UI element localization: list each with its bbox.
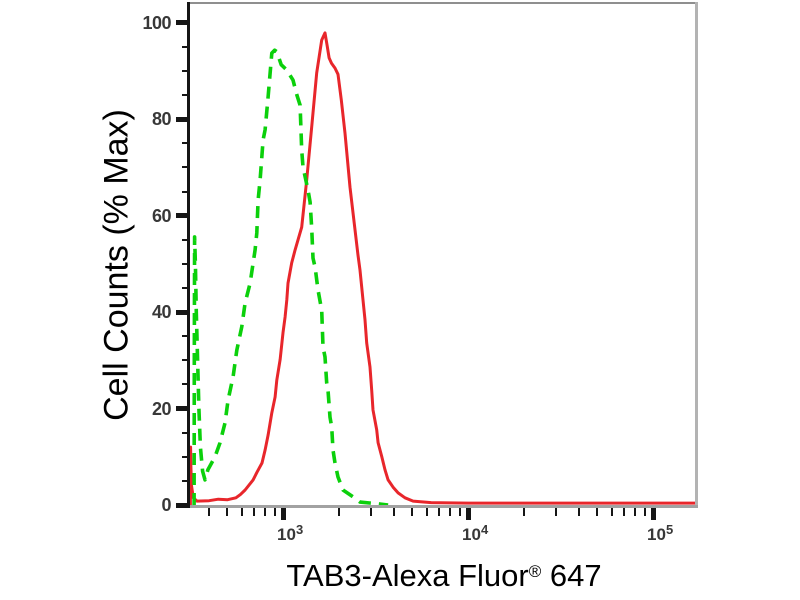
x-axis-title-suffix: 647 — [541, 558, 602, 593]
x-tick-label: 104 — [462, 522, 488, 545]
y-tick-label: 60 — [151, 205, 172, 226]
x-minor-tick — [449, 508, 452, 516]
x-minor-tick — [241, 508, 243, 516]
x-minor-tick — [273, 508, 276, 516]
y-tick-label: 80 — [151, 109, 172, 130]
x-minor-tick — [623, 508, 626, 516]
x-minor-tick — [555, 508, 558, 516]
y-minor-tick — [182, 238, 190, 241]
x-tick-base: 10 — [647, 525, 666, 544]
x-minor-tick — [596, 508, 599, 516]
y-major-tick — [176, 213, 190, 219]
y-major-tick — [176, 20, 190, 26]
x-minor-tick — [337, 508, 340, 516]
x-major-tick — [280, 508, 286, 520]
x-minor-tick — [411, 508, 414, 516]
plot-frame-top — [187, 2, 698, 4]
x-tick-base: 10 — [462, 525, 481, 544]
x-minor-tick — [370, 508, 373, 516]
x-major-tick — [650, 508, 656, 520]
x-minor-tick — [522, 508, 525, 516]
y-minor-tick — [182, 479, 190, 482]
x-minor-tick — [226, 508, 229, 516]
x-major-tick — [465, 508, 471, 520]
x-minor-tick — [208, 508, 211, 516]
registered-trademark-symbol: ® — [528, 562, 542, 581]
y-major-tick — [176, 116, 190, 122]
y-minor-tick — [182, 455, 190, 458]
plot-area — [188, 2, 698, 507]
x-minor-tick — [253, 508, 256, 516]
y-minor-tick — [182, 335, 190, 338]
y-tick-label: 100 — [142, 12, 171, 33]
y-minor-tick — [182, 286, 190, 289]
x-tick-label: 105 — [647, 522, 673, 545]
x-tick-exponent: 4 — [480, 522, 489, 537]
y-tick-label: 20 — [151, 398, 172, 419]
y-tick-label: 0 — [161, 495, 171, 515]
y-minor-tick — [182, 166, 190, 169]
y-minor-tick — [182, 142, 190, 145]
x-minor-tick — [393, 508, 396, 516]
y-minor-tick — [182, 359, 190, 362]
x-minor-tick — [438, 508, 441, 516]
y-minor-tick — [182, 45, 190, 48]
x-minor-tick — [426, 508, 428, 516]
y-minor-tick — [182, 431, 190, 434]
red-solid-curve — [188, 31, 698, 506]
x-minor-tick — [611, 508, 613, 516]
x-tick-base: 10 — [277, 525, 296, 544]
x-minor-tick — [264, 508, 267, 516]
y-minor-tick — [182, 94, 190, 97]
x-tick-exponent: 5 — [665, 522, 674, 537]
x-tick-label: 103 — [277, 522, 303, 545]
x-tick-exponent: 3 — [295, 522, 304, 537]
x-minor-tick — [643, 508, 646, 516]
y-minor-tick — [182, 383, 190, 386]
x-minor-tick — [578, 508, 581, 516]
green-dashed-curve — [192, 48, 389, 507]
y-major-tick — [176, 406, 190, 412]
x-axis-title: TAB3-Alexa Fluor® 647 — [286, 558, 601, 594]
y-minor-tick — [182, 69, 190, 72]
x-axis-title-text: TAB3-Alexa Fluor — [286, 558, 529, 593]
y-minor-tick — [182, 190, 190, 193]
x-axis-line — [187, 505, 698, 508]
y-tick-label: 40 — [151, 302, 172, 323]
curves-svg — [188, 31, 698, 507]
y-major-tick — [176, 502, 190, 508]
x-minor-tick — [634, 508, 637, 516]
y-axis-line — [187, 2, 190, 508]
y-axis-title: Cell Counts (% Max) — [97, 109, 136, 421]
x-minor-tick — [458, 508, 461, 516]
plot-frame-right — [695, 2, 698, 508]
y-major-tick — [176, 309, 190, 315]
y-minor-tick — [182, 262, 190, 265]
